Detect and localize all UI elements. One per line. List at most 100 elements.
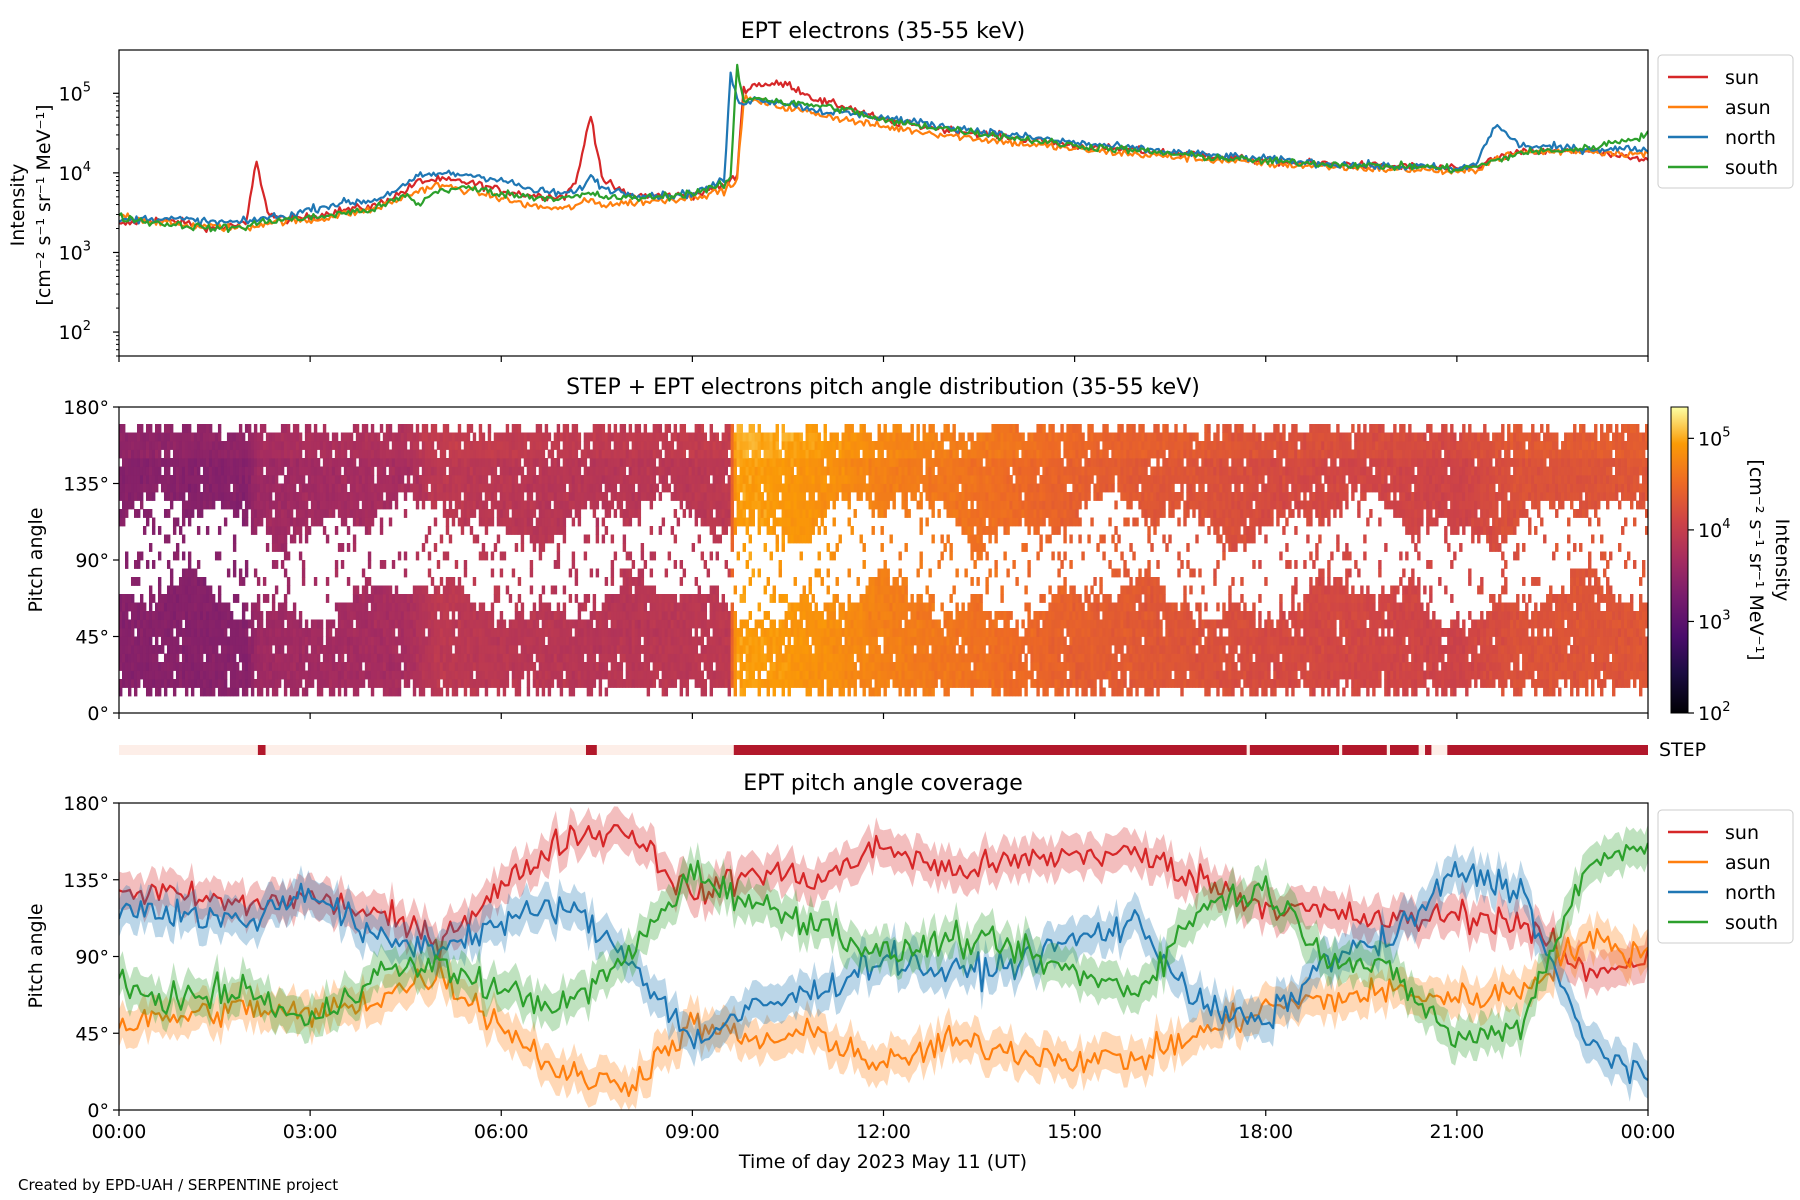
pad-cell bbox=[139, 628, 144, 637]
pad-cell bbox=[346, 458, 351, 467]
pad-cell bbox=[262, 577, 267, 586]
pad-cell bbox=[154, 687, 159, 697]
pad-cell bbox=[448, 458, 453, 467]
pad-cell bbox=[700, 679, 705, 688]
pad-cell bbox=[709, 449, 714, 459]
pad-cell bbox=[697, 432, 702, 442]
pad-cell bbox=[385, 424, 390, 433]
pad-cell bbox=[388, 475, 393, 484]
pad-cell bbox=[190, 585, 195, 595]
pad-cell bbox=[340, 483, 345, 493]
pad-cell bbox=[122, 679, 126, 688]
pad-cell bbox=[550, 466, 555, 476]
pad-cell bbox=[763, 611, 767, 620]
pad-cell bbox=[436, 670, 441, 680]
pad-cell bbox=[142, 466, 147, 476]
pad-cell bbox=[637, 662, 642, 671]
pad-cell bbox=[388, 585, 393, 595]
pad-cell bbox=[298, 492, 303, 501]
pad-cell bbox=[505, 466, 510, 476]
pad-cell bbox=[550, 628, 555, 637]
pad-cell bbox=[463, 679, 468, 688]
pad-cell bbox=[664, 441, 669, 450]
pad-cell bbox=[661, 594, 666, 603]
pad-cell bbox=[241, 509, 246, 518]
pad-cell bbox=[367, 432, 372, 442]
pad-cell bbox=[125, 619, 129, 629]
pad-cell bbox=[349, 475, 354, 484]
pad-cell bbox=[784, 449, 788, 459]
legend-label-south: south bbox=[1725, 157, 1778, 179]
pad-cell bbox=[664, 483, 669, 493]
pad-cell bbox=[157, 441, 162, 450]
pad-cell bbox=[184, 466, 189, 476]
pad-cell bbox=[766, 492, 770, 501]
pad-cell bbox=[241, 636, 246, 646]
pad-cell bbox=[214, 458, 219, 467]
pad-cell bbox=[478, 500, 483, 510]
pad-cell bbox=[802, 594, 806, 603]
pad-cell bbox=[247, 432, 252, 442]
pad-cell bbox=[193, 483, 198, 493]
pad-cell bbox=[586, 636, 591, 646]
pad-cell bbox=[709, 526, 714, 535]
pad-cell bbox=[217, 653, 222, 663]
pad-cell bbox=[628, 509, 633, 518]
pad-cell bbox=[763, 517, 767, 527]
pad-cell bbox=[541, 543, 546, 552]
pad-cell bbox=[544, 458, 549, 467]
pad-cell bbox=[496, 534, 501, 544]
pad-cell bbox=[787, 534, 791, 544]
pad-cell bbox=[196, 500, 201, 510]
pad-cell bbox=[421, 611, 426, 620]
pad-cell bbox=[781, 483, 785, 493]
pad-cell bbox=[649, 585, 654, 595]
pad-cell bbox=[229, 432, 234, 442]
pad-cell bbox=[670, 432, 675, 442]
pad-cell bbox=[490, 670, 495, 680]
pad-cell bbox=[313, 449, 318, 459]
pad-cell bbox=[268, 475, 273, 484]
pad-cell bbox=[544, 441, 549, 450]
pad-cell bbox=[433, 483, 438, 493]
pad-cell bbox=[451, 679, 456, 688]
pad-cell bbox=[535, 653, 540, 663]
pad-cell bbox=[772, 500, 776, 510]
pad-cell bbox=[358, 670, 363, 680]
pad-cell bbox=[310, 679, 315, 688]
pad-cell bbox=[235, 687, 240, 697]
pad-cell bbox=[454, 645, 459, 654]
pad-cell bbox=[436, 560, 441, 569]
pad-cell bbox=[394, 602, 399, 612]
pad-cell bbox=[379, 500, 384, 510]
pad-cell bbox=[607, 475, 612, 484]
pad-cell bbox=[253, 466, 258, 476]
pad-cell bbox=[148, 602, 153, 612]
pad-cell bbox=[352, 543, 357, 552]
pad-cell bbox=[655, 653, 660, 663]
pad-cell bbox=[125, 662, 129, 671]
pad-cell bbox=[460, 585, 465, 595]
pad-cell bbox=[619, 500, 624, 510]
pad-cell bbox=[568, 492, 573, 501]
pad-cell bbox=[577, 628, 582, 637]
pad-cell bbox=[646, 432, 651, 442]
pad-cell bbox=[388, 432, 393, 442]
pad-cell bbox=[253, 636, 258, 646]
pad-cell bbox=[454, 441, 459, 450]
pad-cell bbox=[385, 475, 390, 484]
pad-cell bbox=[478, 424, 483, 433]
pad-cell bbox=[379, 483, 384, 493]
pad-cell bbox=[550, 534, 555, 544]
pad-cell bbox=[730, 568, 734, 578]
pad-cell bbox=[367, 526, 372, 535]
pad-cell bbox=[409, 483, 414, 493]
pad-cell bbox=[517, 628, 522, 637]
pad-cell bbox=[181, 492, 186, 501]
pad-cell bbox=[355, 602, 360, 612]
pad-cell bbox=[424, 424, 429, 433]
pad-cell bbox=[718, 509, 723, 518]
pad-cell bbox=[217, 611, 222, 620]
pad-cell bbox=[553, 611, 558, 620]
pad-cell bbox=[460, 517, 465, 527]
